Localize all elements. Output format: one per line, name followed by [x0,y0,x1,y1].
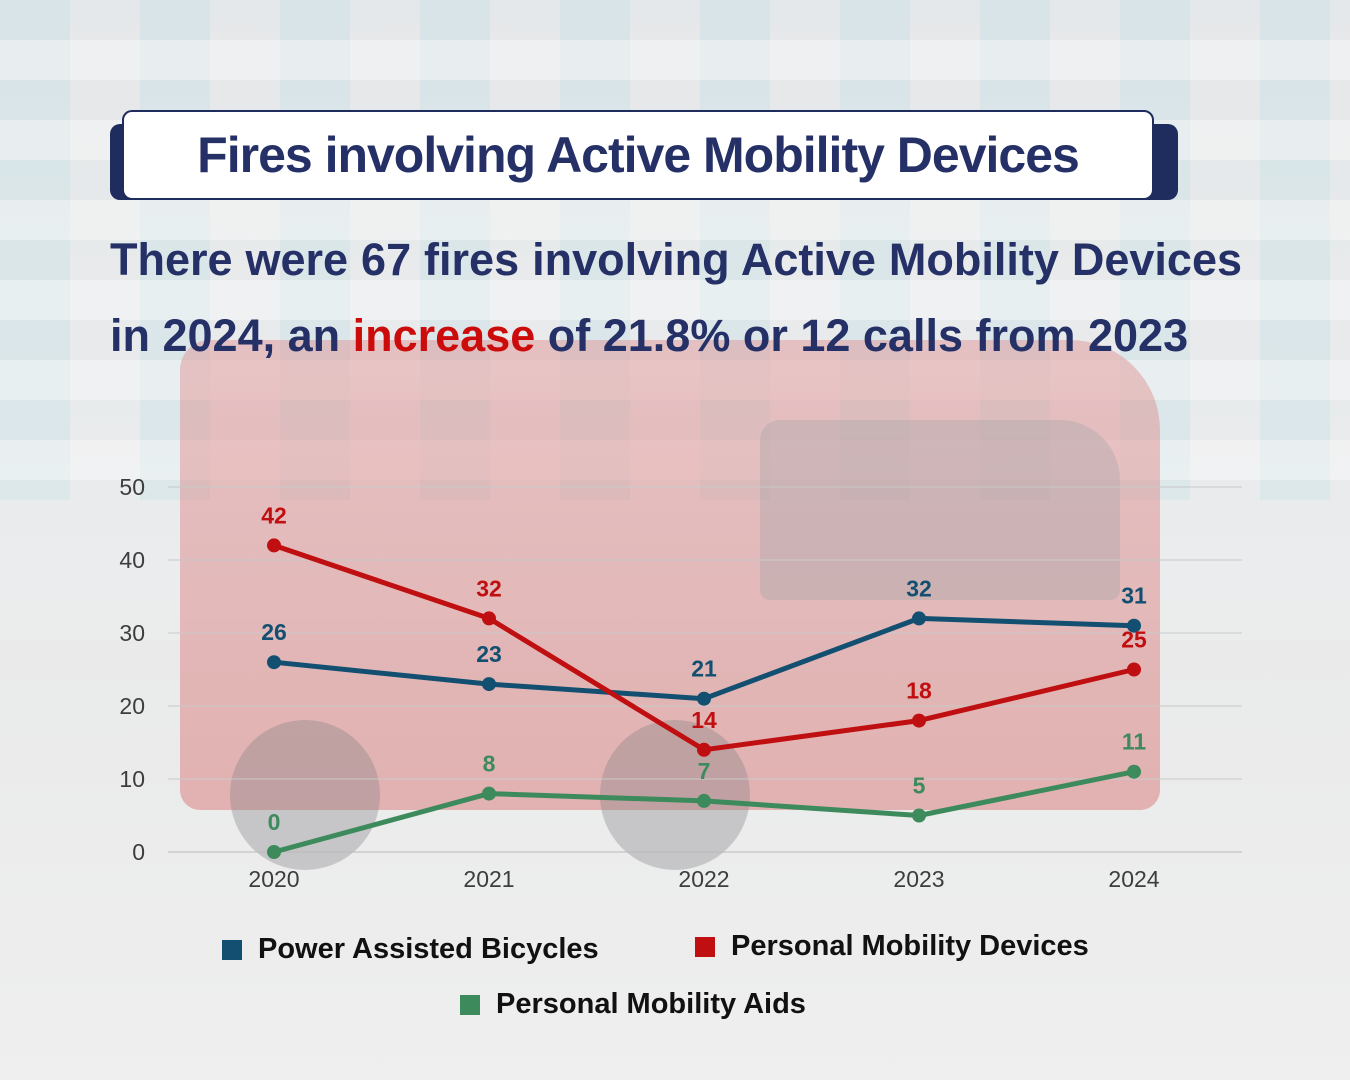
data-label-pab-2024: 31 [1121,583,1147,609]
data-label-pmd-2021: 32 [476,575,502,601]
y-tick-label-20: 20 [119,693,145,719]
data-point-pab-2022 [697,691,711,706]
x-tick-label-2022: 2022 [678,866,729,892]
data-point-pab-2024 [1127,618,1141,633]
data-point-pmd-2022 [697,742,711,757]
data-point-pmd-2024 [1127,662,1141,677]
data-label-pma-2021: 8 [483,751,496,777]
x-tick-label-2024: 2024 [1108,866,1159,892]
data-label-pmd-2020: 42 [261,502,287,528]
data-label-pmd-2023: 18 [906,678,932,704]
headline-text-before: There were 67 fires involving Active Mob… [110,234,1242,361]
legend-item-pma: Personal Mobility Aids [460,988,806,1021]
data-label-pmd-2022: 14 [691,707,717,733]
legend-label-pmd: Personal Mobility Devices [731,930,1089,962]
headline-highlight: increase [352,310,536,361]
data-label-pma-2022: 7 [698,758,711,784]
data-label-pab-2022: 21 [691,656,717,682]
data-point-pab-2021 [482,677,496,692]
data-label-pab-2020: 26 [261,619,287,645]
data-point-pma-2020 [267,845,281,859]
data-label-pma-2023: 5 [913,773,926,799]
y-tick-label-40: 40 [119,547,145,573]
data-label-pab-2023: 32 [906,575,932,601]
data-point-pma-2024 [1127,764,1141,779]
data-point-pab-2023 [912,611,926,626]
headline-text-after: of 21.8% or 12 calls from 2023 [535,310,1189,361]
data-point-pma-2021 [482,786,496,801]
y-tick-label-10: 10 [119,766,145,792]
data-label-pma-2024: 11 [1122,729,1147,755]
data-point-pmd-2023 [912,713,926,728]
data-point-pma-2022 [697,793,711,808]
headline: There were 67 fires involving Active Mob… [110,222,1242,374]
x-tick-label-2021: 2021 [463,866,514,892]
data-label-pma-2020: 0 [268,809,281,835]
x-tick-label-2023: 2023 [893,866,944,892]
data-point-pmd-2021 [482,611,496,626]
legend-label-pab: Power Assisted Bicycles [258,933,599,965]
data-point-pab-2020 [267,655,281,670]
legend-item-pab: Power Assisted Bicycles [222,933,599,966]
page-title: Fires involving Active Mobility Devices [197,127,1080,183]
x-tick-label-2020: 2020 [248,866,299,892]
title-banner: Fires involving Active Mobility Devices [110,110,1178,200]
legend-swatch-pma [460,994,480,1015]
y-tick-label-50: 50 [119,474,145,500]
legend-item-pmd: Personal Mobility Devices [695,930,1089,963]
legend-label-pma: Personal Mobility Aids [496,988,806,1020]
data-point-pmd-2020 [267,538,281,553]
legend-swatch-pab [222,939,242,960]
data-label-pmd-2024: 25 [1121,627,1147,653]
legend-swatch-pmd [695,936,715,957]
y-tick-label-30: 30 [119,620,145,646]
data-label-pab-2021: 23 [476,641,502,667]
data-point-pma-2023 [912,808,926,823]
y-tick-label-0: 0 [132,839,145,865]
